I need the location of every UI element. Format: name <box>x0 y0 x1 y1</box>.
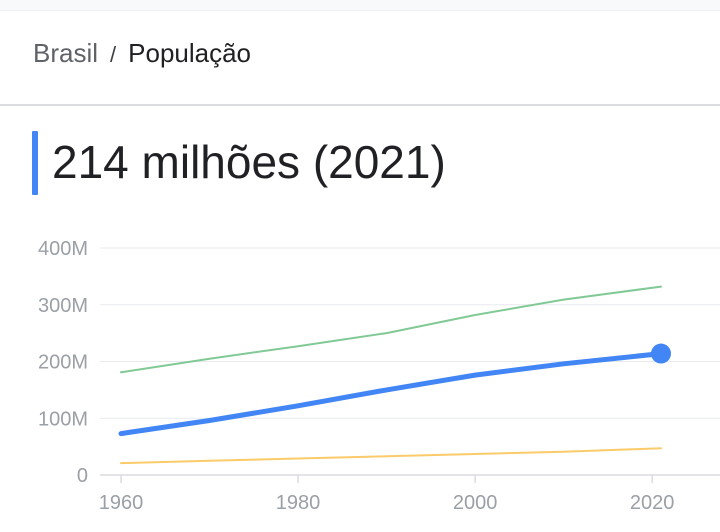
series-line-2 <box>118 351 664 437</box>
breadcrumb: Brasil / População <box>33 38 251 69</box>
x-tick-label: 2000 <box>453 492 498 514</box>
headline-accent-bar <box>32 131 38 195</box>
y-tick-label: 300M <box>38 295 88 317</box>
x-tick-label: 2020 <box>630 492 675 514</box>
series-line-1 <box>120 285 662 374</box>
y-tick-label: 0 <box>77 465 88 487</box>
top-edge <box>0 0 720 11</box>
breadcrumb-current: População <box>128 38 252 68</box>
y-tick-label: 100M <box>38 408 88 430</box>
series-line-3 <box>120 447 662 465</box>
y-tick-label: 400M <box>38 238 88 260</box>
x-tick-label: 1980 <box>276 492 321 514</box>
y-tick-label: 200M <box>38 352 88 374</box>
divider <box>0 104 720 106</box>
population-chart[interactable]: 0 100M 200M 300M 400M 1960 1980 2000 2020 <box>0 220 720 532</box>
breadcrumb-separator: / <box>110 42 117 67</box>
breadcrumb-root-link[interactable]: Brasil <box>33 38 99 68</box>
headline-value: 214 milhões (2021) <box>52 136 446 188</box>
x-tick-label: 1960 <box>99 492 144 514</box>
highlight-point-marker <box>651 343 671 364</box>
